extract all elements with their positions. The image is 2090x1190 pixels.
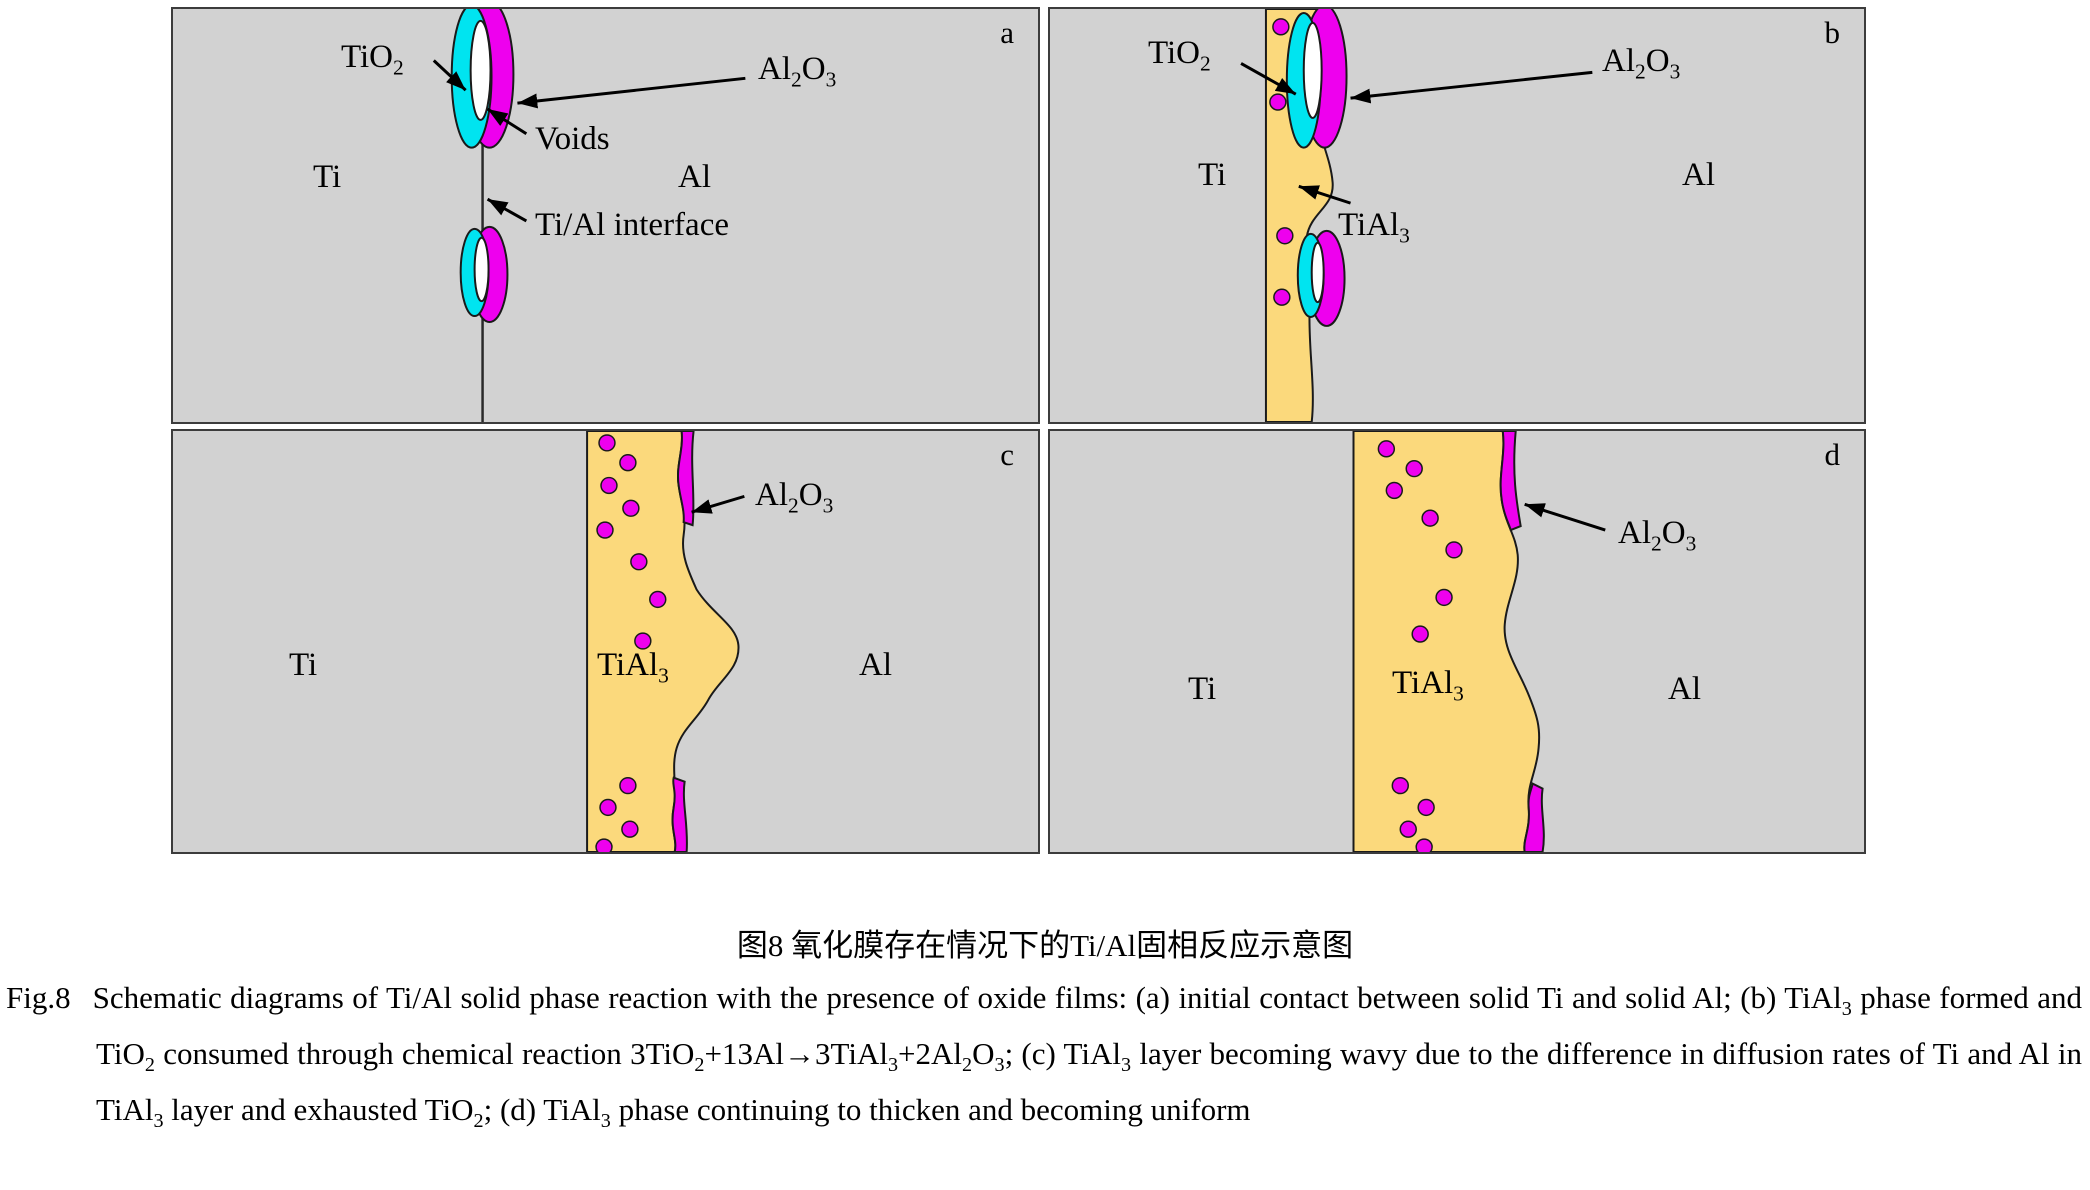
al2o3-precipitate-dots [595, 434, 667, 852]
al-label: Al [1668, 671, 1701, 707]
panel-a-art [432, 9, 746, 422]
interface-label: Ti/Al interface [535, 207, 729, 243]
al2o3-precipitate-dots [1269, 18, 1294, 306]
panel-a: TiO2 Al2O3 Voids Ti Al Ti/Al interface a [171, 7, 1040, 424]
panel-letter-a: a [1000, 15, 1014, 50]
interface-arrow [486, 197, 528, 223]
annotation-arrows [1524, 502, 1606, 532]
caption-english-text: Schematic diagrams of Ti/Al solid phase … [92, 980, 2082, 1133]
al2o3-film-bottom [1523, 782, 1545, 852]
al2o3-label: Al2O3 [758, 51, 837, 92]
panel-letter-c: c [1000, 437, 1014, 472]
al2o3-arrow [691, 494, 745, 514]
al2o3-arrow [517, 76, 746, 109]
panel-d: Al2O3 Ti TiAl3 Al d [1048, 429, 1866, 854]
annotation-arrows [1240, 62, 1593, 205]
ti-label: Ti [313, 159, 342, 195]
caption-english: Fig.8 Schematic diagrams of Ti/Al solid p… [6, 970, 2082, 1138]
tio2-label: TiO2 [341, 39, 404, 80]
tial3-layer-shape [586, 431, 740, 852]
oxide-lens-top [450, 9, 515, 149]
panel-c-art [586, 431, 745, 852]
tial3-label: TiAl3 [597, 647, 669, 688]
al2o3-film-top [1499, 431, 1522, 532]
tial3-label: TiAl3 [1392, 665, 1464, 706]
ti-label: Ti [1198, 157, 1227, 193]
al2o3-precipitate-dots [1377, 440, 1463, 852]
panel-d-art [1352, 431, 1606, 852]
tial3-arrow [1298, 184, 1351, 205]
tio2-arrow [1240, 62, 1297, 96]
voids-label: Voids [535, 121, 610, 157]
al2o3-arrow [1524, 502, 1606, 532]
al2o3-film-top [677, 431, 695, 527]
al-label: Al [678, 159, 711, 195]
panel-b: TiO2 Al2O3 Ti Al TiAl3 b [1048, 7, 1866, 424]
caption-fig-label: Fig.8 [6, 980, 71, 1015]
tial3-label: TiAl3 [1338, 207, 1410, 248]
al2o3-arrow [1350, 70, 1593, 104]
caption-chinese: 图8 氧化膜存在情况下的Ti/Al固相反应示意图 [736, 928, 1354, 963]
panel-c: Al2O3 Ti TiAl3 Al c [171, 429, 1040, 854]
panel-b-art [1240, 9, 1593, 422]
al-label: Al [1682, 157, 1715, 193]
tio2-arrow [432, 59, 467, 92]
annotation-arrows [432, 59, 746, 223]
al2o3-label: Al2O3 [1618, 515, 1697, 556]
al2o3-film-bottom [671, 776, 688, 852]
ti-label: Ti [289, 647, 318, 683]
panel-letter-b: b [1824, 15, 1841, 50]
tio2-label: TiO2 [1148, 35, 1211, 76]
al2o3-label: Al2O3 [1602, 43, 1681, 84]
oxide-lens-top [1285, 9, 1348, 149]
al2o3-label: Al2O3 [755, 477, 834, 518]
oxide-lens-bottom [1296, 229, 1346, 327]
oxide-lens-bottom [459, 225, 509, 323]
panel-letter-d: d [1824, 437, 1841, 472]
annotation-arrows [691, 494, 745, 514]
voids-arrow [486, 107, 528, 136]
figure-panels: TiO2 Al2O3 Voids Ti Al Ti/Al interface a [171, 7, 1866, 854]
al-label: Al [859, 647, 892, 683]
ti-label: Ti [1188, 671, 1217, 707]
